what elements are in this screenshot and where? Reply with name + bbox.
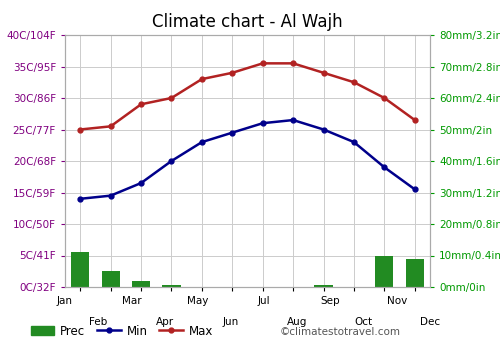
Bar	[314, 286, 332, 287]
Bar	[375, 256, 394, 287]
Text: Sep: Sep	[320, 296, 340, 306]
Bar	[406, 259, 424, 287]
Text: Nov: Nov	[386, 296, 407, 306]
Text: Dec: Dec	[420, 317, 440, 327]
Text: Aug: Aug	[287, 317, 308, 327]
Title: Climate chart - Al Wajh: Climate chart - Al Wajh	[152, 13, 343, 31]
Legend: Prec, Min, Max: Prec, Min, Max	[26, 320, 218, 342]
Text: Jun: Jun	[223, 317, 239, 327]
Bar	[71, 252, 90, 287]
Text: Apr: Apr	[156, 317, 174, 327]
Text: Feb: Feb	[89, 317, 108, 327]
Bar	[102, 271, 120, 287]
Text: Oct: Oct	[354, 317, 372, 327]
Text: May: May	[187, 296, 208, 306]
Text: Jul: Jul	[258, 296, 270, 306]
Text: Jan: Jan	[57, 296, 73, 306]
Text: ©climatestotravel.com: ©climatestotravel.com	[280, 327, 401, 337]
Bar	[162, 286, 180, 287]
Bar	[132, 281, 150, 287]
Text: Mar: Mar	[122, 296, 141, 306]
